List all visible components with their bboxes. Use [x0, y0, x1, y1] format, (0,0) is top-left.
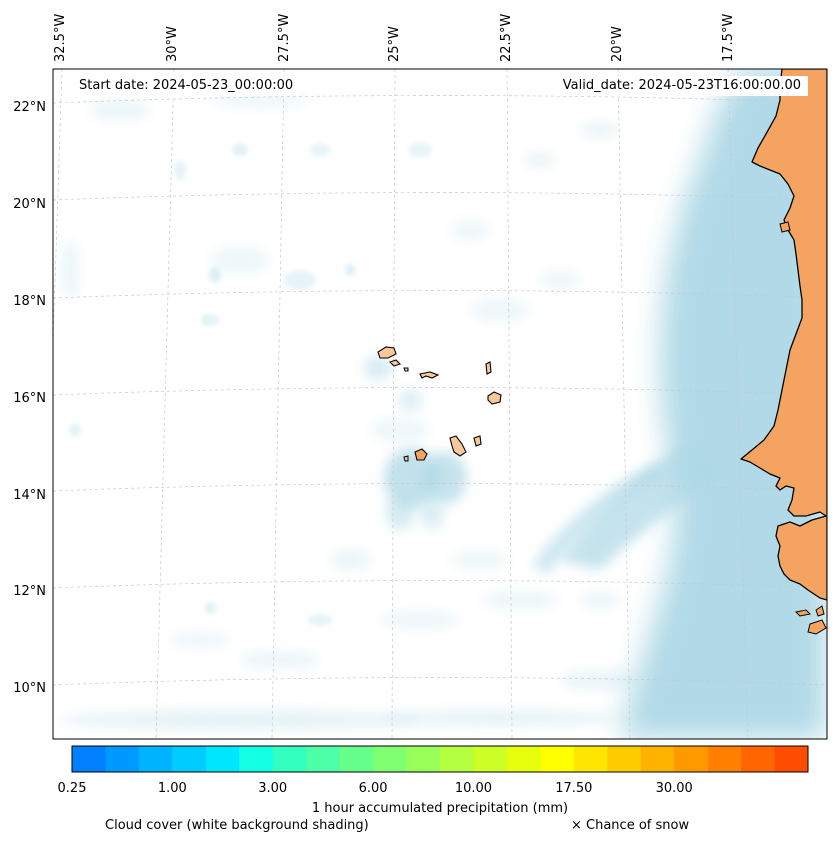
mainland-africa	[740, 69, 827, 601]
longitude-label: 17.5°W	[721, 14, 736, 62]
coastal-islet	[794, 609, 812, 617]
longitude-label: 32.5°W	[53, 14, 68, 62]
colorbar-segment	[339, 746, 374, 772]
colorbar-segment	[473, 746, 508, 772]
cloud-cover-note: Cloud cover (white background shading)	[105, 818, 369, 833]
latitude-label: 22°N	[13, 100, 46, 115]
colorbar-segment	[306, 746, 341, 772]
colorbar-tick: 3.00	[258, 781, 288, 796]
colorbar-segment	[640, 746, 675, 772]
colorbar-tick: 0.25	[57, 781, 87, 796]
colorbar-segment	[674, 746, 709, 772]
precipitation-colorbar	[71, 745, 809, 773]
longitude-label: 30°W	[165, 26, 180, 62]
map-frame	[52, 68, 828, 740]
colorbar-segment	[741, 746, 776, 772]
colorbar-tick: 6.00	[358, 781, 388, 796]
colorbar-segment	[373, 746, 408, 772]
colorbar-segment	[774, 746, 809, 772]
colorbar-tick: 1.00	[157, 781, 187, 796]
colorbar-tick: 17.50	[555, 781, 593, 796]
colorbar-segment	[607, 746, 642, 772]
start-date-label: Start date: 2024-05-23_00:00:00	[72, 76, 301, 96]
latitude-label: 20°N	[13, 197, 46, 212]
colorbar-segment	[105, 746, 140, 772]
colorbar-segment	[406, 746, 441, 772]
graticule	[53, 69, 827, 739]
colorbar-segment	[272, 746, 307, 772]
longitude-labels: 32.5°W 30°W 27.5°W 25°W 22.5°W 20°W 17.5°W	[53, 14, 736, 62]
colorbar-frame	[71, 745, 809, 773]
colorbar-segment	[440, 746, 474, 772]
colorbar-segment	[239, 746, 274, 772]
colorbar-segment	[540, 746, 575, 772]
valid-date-label: Valid_date: 2024-05-23T16:00:00.00	[555, 76, 808, 96]
colorbar-tick: 10.00	[454, 781, 493, 796]
colorbar-tick: 30.00	[655, 781, 693, 796]
colorbar-segment	[506, 746, 541, 772]
cloud-cover-shading	[60, 69, 827, 739]
colorbar-segment	[72, 746, 106, 772]
latitude-label: 10°N	[13, 681, 46, 696]
longitude-label: 20°W	[610, 26, 625, 62]
colorbar-segment	[172, 746, 207, 772]
coastal-islet	[807, 619, 827, 635]
cape-verde-islands	[377, 346, 502, 462]
latitude-labels: 22°N 20°N 18°N 16°N 14°N 12°N 10°N	[13, 100, 46, 696]
coastal-islet	[815, 605, 825, 617]
coastal-islet	[779, 221, 791, 233]
latitude-label: 12°N	[13, 584, 46, 599]
colorbar-segment	[707, 746, 742, 772]
latitude-label: 16°N	[13, 391, 46, 406]
longitude-label: 25°W	[387, 26, 402, 62]
longitude-label: 22.5°W	[499, 14, 514, 62]
snow-note: × Chance of snow	[571, 818, 690, 833]
colorbar-segment	[138, 746, 173, 772]
colorbar-title: 1 hour accumulated precipitation (mm)	[311, 801, 569, 816]
colorbar-segment	[205, 746, 240, 772]
latitude-label: 14°N	[13, 488, 46, 503]
latitude-label: 18°N	[13, 294, 46, 309]
longitude-label: 27.5°W	[277, 14, 292, 62]
colorbar-segment	[573, 746, 608, 772]
